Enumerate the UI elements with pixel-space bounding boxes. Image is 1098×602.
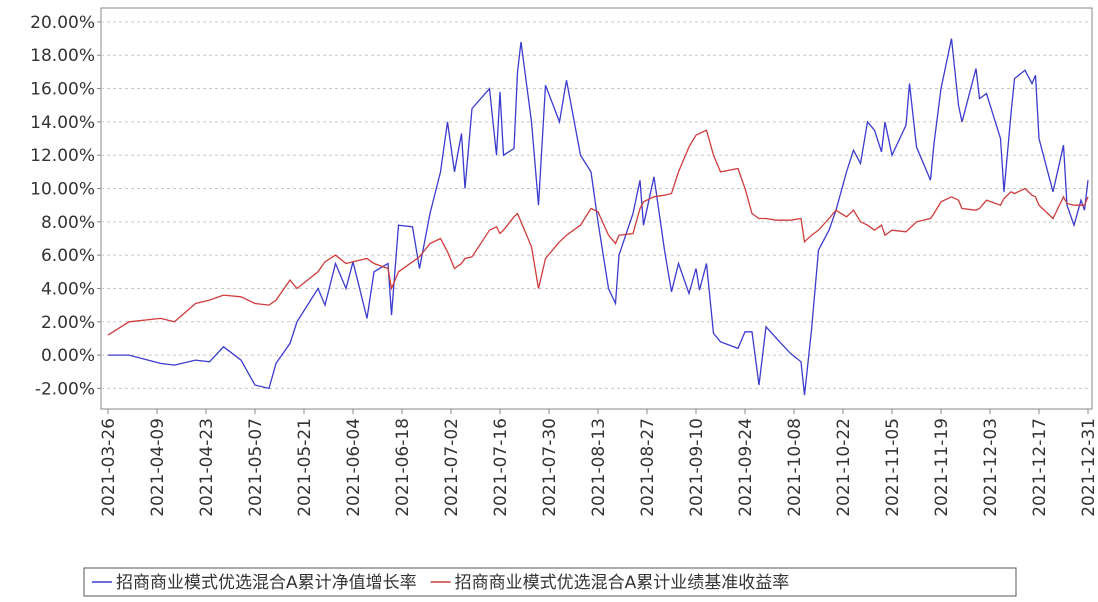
- y-tick-label: 0.00%: [41, 346, 95, 366]
- y-tick-label: 16.00%: [30, 80, 95, 100]
- legend: [83, 567, 1017, 597]
- x-tick-label: 2021-05-07: [246, 418, 266, 517]
- legend-label: 招商商业模式优选混合A累计净值增长率: [116, 573, 417, 593]
- y-tick-label: 8.00%: [41, 213, 95, 233]
- y-tick-label: 4.00%: [41, 279, 95, 299]
- x-tick-label: 2021-12-31: [1079, 418, 1098, 517]
- x-tick-label: 2021-10-22: [834, 418, 854, 517]
- y-tick-label: -2.00%: [35, 379, 95, 399]
- x-tick-label: 2021-11-19: [932, 418, 952, 517]
- x-tick-label: 2021-08-13: [589, 418, 609, 517]
- x-tick-label: 2021-07-02: [442, 418, 462, 517]
- x-tick-label: 2021-12-03: [981, 418, 1001, 517]
- series-line: [108, 38, 1089, 396]
- x-tick-label: 2021-11-05: [883, 418, 903, 517]
- x-tick-label: 2021-09-24: [736, 418, 756, 517]
- x-tick-label: 2021-06-04: [344, 418, 364, 517]
- series-line: [107, 129, 1089, 336]
- x-tick-label: 2021-07-16: [491, 418, 511, 517]
- y-tick-label: 12.00%: [30, 146, 95, 166]
- x-tick-label: 2021-07-30: [540, 418, 560, 517]
- x-tick-label: 2021-05-21: [295, 418, 315, 517]
- x-tick-label: 2021-04-23: [197, 418, 217, 517]
- legend-label: 招商商业模式优选混合A累计业绩基准收益率: [455, 573, 790, 593]
- x-tick-label: 2021-10-08: [785, 418, 805, 517]
- y-tick-label: 10.00%: [30, 180, 95, 200]
- x-tick-label: 2021-12-17: [1030, 418, 1050, 517]
- x-tick-label: 2021-06-18: [393, 418, 413, 517]
- x-tick-label: 2021-04-09: [148, 418, 168, 517]
- x-tick-label: 2021-09-10: [687, 418, 707, 517]
- y-tick-label: 2.00%: [41, 313, 95, 333]
- y-tick-label: 20.00%: [30, 13, 95, 33]
- x-tick-label: 2021-08-27: [638, 418, 658, 517]
- y-tick-label: 6.00%: [41, 246, 95, 266]
- x-tick-label: 2021-03-26: [99, 418, 119, 517]
- y-tick-label: 14.00%: [30, 113, 95, 133]
- y-tick-label: 18.00%: [30, 46, 95, 66]
